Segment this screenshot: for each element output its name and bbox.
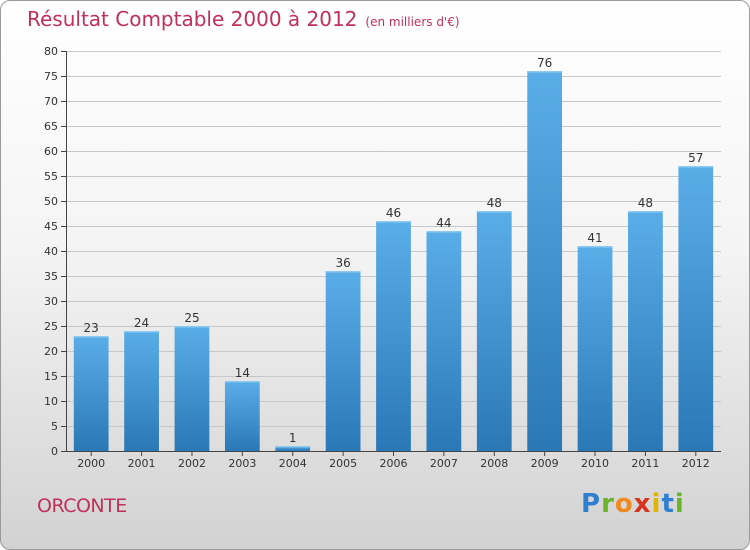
chart-title: Résultat Comptable 2000 à 2012 (en millie… — [27, 7, 460, 31]
logo-letter: i — [674, 489, 685, 519]
y-tick-label: 30 — [44, 295, 58, 308]
logo-letter: P — [581, 489, 602, 519]
proxiti-logo: Proxiti — [581, 489, 685, 519]
x-tick-label: 2011 — [631, 457, 659, 470]
bar — [275, 446, 311, 451]
bar — [476, 211, 512, 451]
data-label: 76 — [537, 56, 552, 70]
y-tick-label: 75 — [44, 70, 58, 83]
data-label: 1 — [289, 431, 297, 445]
title-main: Résultat Comptable 2000 à 2012 — [27, 7, 358, 31]
y-tick-label: 10 — [44, 395, 58, 408]
y-tick-label: 45 — [44, 220, 58, 233]
y-tick-label: 60 — [44, 145, 58, 158]
bar — [628, 211, 663, 451]
logo-letter: o — [614, 489, 634, 519]
y-tick-label: 70 — [44, 95, 58, 108]
logo-letter: x — [633, 489, 652, 519]
data-label: 41 — [587, 231, 602, 245]
data-label: 46 — [386, 206, 401, 220]
bar — [527, 71, 563, 451]
y-tick-label: 35 — [44, 270, 58, 283]
title-unit: (en milliers d'€) — [365, 15, 460, 29]
x-tick-label: 2004 — [279, 457, 307, 470]
x-tick-label: 2003 — [228, 457, 256, 470]
data-label: 23 — [84, 321, 99, 335]
y-tick-label: 50 — [44, 195, 58, 208]
bar-top-highlight — [275, 446, 311, 448]
bar — [124, 331, 159, 451]
bar-top-highlight — [325, 271, 361, 273]
y-tick-label: 15 — [44, 370, 58, 383]
y-tick-label: 20 — [44, 345, 58, 358]
bar — [678, 166, 714, 451]
data-label: 48 — [487, 196, 502, 210]
bar-top-highlight — [224, 381, 260, 383]
bar-top-highlight — [174, 326, 210, 328]
x-tick-label: 2000 — [77, 457, 105, 470]
commune-name: ORCONTE — [37, 495, 127, 517]
data-label: 24 — [134, 316, 149, 330]
bar-top-highlight — [73, 336, 109, 338]
y-tick-label: 40 — [44, 245, 58, 258]
bar-top-highlight — [124, 331, 159, 333]
y-tick-label: 5 — [51, 420, 58, 433]
data-label: 44 — [436, 216, 451, 230]
x-tick-label: 2007 — [430, 457, 458, 470]
y-tick-label: 25 — [44, 320, 58, 333]
bar — [73, 336, 109, 451]
x-tick-label: 2006 — [380, 457, 408, 470]
data-label: 36 — [335, 256, 350, 270]
x-tick-label: 2001 — [128, 457, 156, 470]
bar-top-highlight — [476, 211, 512, 213]
bar — [325, 271, 361, 451]
data-label: 25 — [184, 311, 199, 325]
data-label: 48 — [638, 196, 653, 210]
logo-letter: i — [651, 489, 662, 519]
x-tick-label: 2010 — [581, 457, 609, 470]
bar — [376, 221, 411, 451]
y-tick-label: 65 — [44, 120, 58, 133]
bar-top-highlight — [678, 166, 714, 168]
bar-top-highlight — [426, 231, 462, 233]
data-label: 14 — [235, 366, 250, 380]
x-tick-label: 2002 — [178, 457, 206, 470]
bar — [426, 231, 462, 451]
bar-top-highlight — [527, 71, 563, 73]
bar-top-highlight — [577, 246, 613, 248]
bar — [174, 326, 210, 451]
bar — [577, 246, 613, 451]
y-tick-label: 80 — [44, 45, 58, 58]
x-tick-label: 2012 — [682, 457, 710, 470]
bar — [224, 381, 260, 451]
y-tick-label: 0 — [51, 445, 58, 458]
logo-letter: t — [661, 489, 675, 519]
data-label: 57 — [688, 151, 703, 165]
bar-top-highlight — [376, 221, 411, 223]
x-tick-label: 2008 — [480, 457, 508, 470]
x-tick-label: 2009 — [531, 457, 559, 470]
x-tick-label: 2005 — [329, 457, 357, 470]
y-tick-label: 55 — [44, 170, 58, 183]
bar-top-highlight — [628, 211, 663, 213]
logo-letter: r — [601, 489, 615, 519]
